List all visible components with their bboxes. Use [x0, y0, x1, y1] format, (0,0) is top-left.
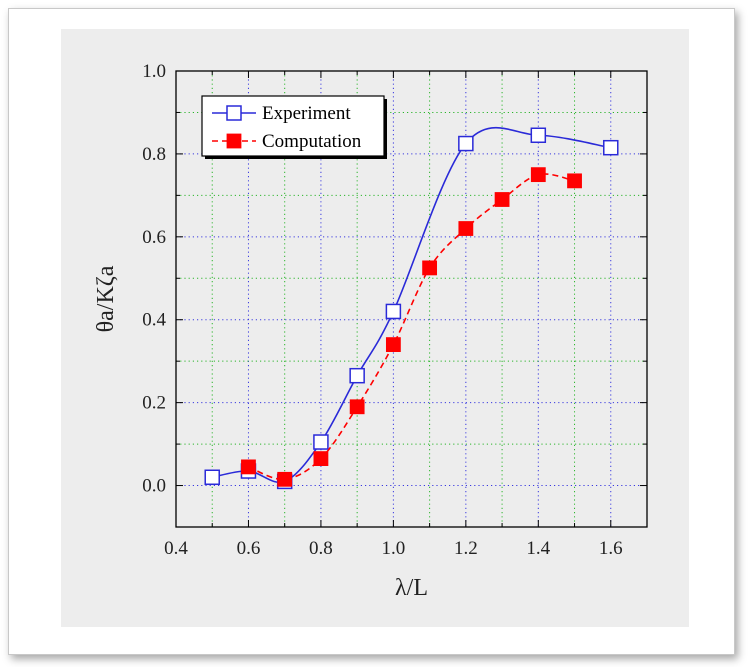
x-tick-label: 0.6	[237, 538, 261, 559]
data-point-computation	[530, 167, 546, 183]
y-tick-label: 0.8	[142, 144, 166, 165]
data-point-experiment	[385, 303, 402, 320]
data-point-computation	[567, 173, 582, 189]
y-tick-label: 0.6	[142, 227, 166, 248]
x-tick-label: 0.8	[309, 538, 333, 559]
data-point-experiment	[603, 139, 619, 156]
data-point-experiment	[313, 434, 329, 450]
data-point-experiment	[458, 135, 474, 152]
legend-marker	[226, 133, 242, 149]
legend-label: Experiment	[262, 103, 351, 124]
data-point-computation	[494, 192, 510, 207]
series-line-experiment	[212, 126, 611, 484]
legend: Experiment Computation	[201, 95, 387, 159]
x-axis-label: λ/L	[395, 575, 428, 601]
data-point-computation	[277, 471, 293, 487]
data-point-computation	[422, 260, 438, 276]
chart-panel: 0.4 0.6 0.8 1.0 1.2 1.4 1.6 0.0 0.2 0.4 0.6 0.8 1.0 λ…	[61, 29, 689, 627]
y-tick-label: 0.2	[142, 393, 166, 414]
data-point-computation	[458, 221, 474, 236]
data-point-computation	[241, 459, 256, 475]
data-point-computation	[349, 399, 365, 415]
series-computation	[241, 167, 582, 487]
y-tick-label: 1.0	[142, 61, 166, 82]
x-tick-label: 1.4	[526, 538, 550, 559]
data-point-computation	[385, 337, 401, 353]
data-point-experiment	[204, 469, 220, 486]
legend-label: Computation	[262, 131, 362, 152]
y-tick-label: 0.4	[142, 310, 166, 331]
x-tick-label: 0.4	[164, 538, 188, 559]
data-point-computation	[313, 451, 329, 467]
plot-frame	[175, 70, 648, 528]
line-chart: 0.4 0.6 0.8 1.0 1.2 1.4 1.6 0.0 0.2 0.4 0.6 0.8 1.0 λ…	[93, 61, 648, 601]
legend-marker	[226, 105, 242, 121]
data-point-experiment	[349, 367, 365, 384]
ticks	[175, 70, 648, 528]
x-tick-label: 1.2	[454, 538, 478, 559]
y-tick-label: 0.0	[142, 476, 166, 497]
figure-frame: 0.4 0.6 0.8 1.0 1.2 1.4 1.6 0.0 0.2 0.4 0.6 0.8 1.0 λ…	[8, 8, 735, 655]
x-tick-label: 1.0	[382, 538, 406, 559]
x-tick-label: 1.6	[599, 538, 623, 559]
y-axis-label: θa/Kζa	[93, 265, 119, 332]
series-line-computation	[248, 173, 575, 481]
data-point-experiment	[530, 127, 547, 144]
